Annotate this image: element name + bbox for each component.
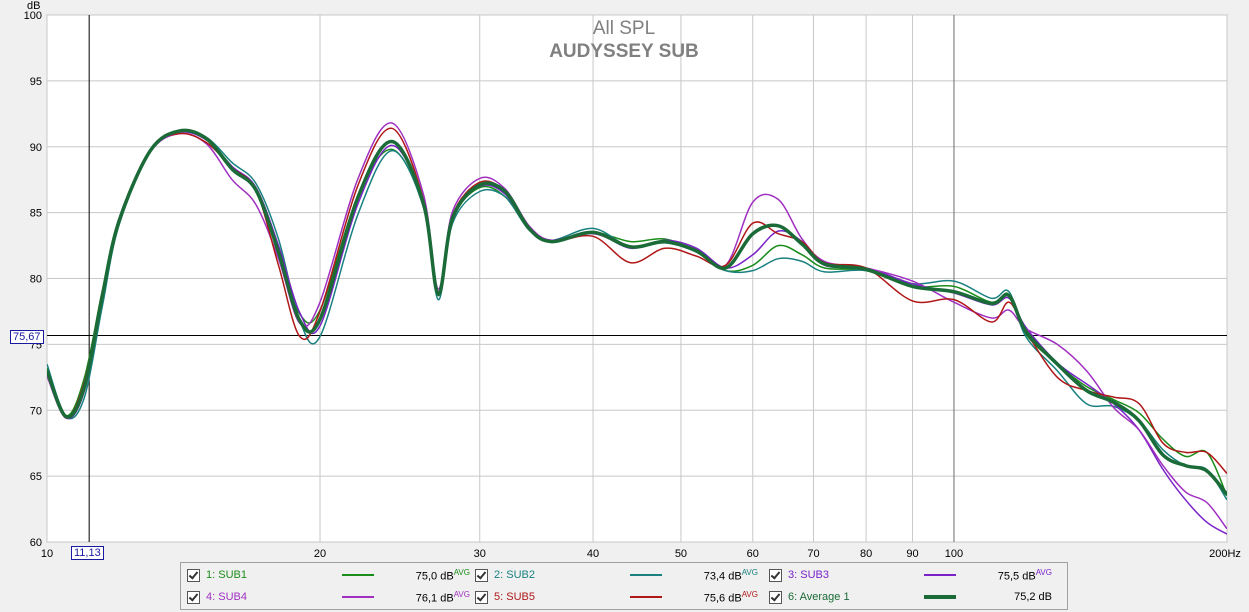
x-tick-label: 20 [314, 548, 326, 560]
y-tick-label: 70 [30, 405, 42, 417]
legend-swatch [924, 574, 956, 576]
legend-checkbox[interactable] [475, 590, 488, 604]
legend-swatch [630, 574, 662, 576]
y-tick-label: 60 [30, 537, 42, 549]
y-tick-label: 95 [30, 76, 42, 88]
legend-item[interactable]: 3: SUB3 75,5 dBAVG [769, 565, 1052, 585]
cursor-x-readout[interactable]: 11,13 [71, 546, 104, 560]
legend-label: 2: SUB2 [494, 569, 535, 581]
legend-item[interactable]: 6: Average 1 75,2 dB [769, 587, 1052, 607]
x-tick-label: 70 [807, 548, 819, 560]
legend-checkbox[interactable] [187, 568, 200, 582]
legend-label: 5: SUB5 [494, 591, 535, 603]
x-tick-label: 80 [860, 548, 872, 560]
legend-swatch [342, 596, 374, 598]
x-tick-label: 90 [906, 548, 918, 560]
x-tick-label: 50 [675, 548, 687, 560]
legend-label: 4: SUB4 [206, 591, 247, 603]
y-tick-label: 65 [30, 471, 42, 483]
x-tick-label: 200Hz [1209, 548, 1241, 560]
legend-item[interactable]: 1: SUB1 75,0 dBAVG [187, 565, 470, 585]
series-line-6 [47, 128, 1227, 496]
legend-value: 75,6 dBAVG [703, 589, 758, 605]
legend-checkbox[interactable] [475, 568, 488, 582]
legend-swatch [342, 574, 374, 576]
legend-value: 75,0 dBAVG [415, 567, 470, 583]
x-tick-label: 30 [474, 548, 486, 560]
legend-swatch [630, 596, 662, 598]
y-axis-label: dB [27, 0, 40, 12]
legend-value: 73,4 dBAVG [703, 567, 758, 583]
legend-label: 1: SUB1 [206, 569, 247, 581]
legend-value: 76,1 dBAVG [415, 589, 470, 605]
legend-label: 3: SUB3 [788, 569, 829, 581]
y-tick-label: 100 [24, 10, 42, 22]
legend-checkbox[interactable] [187, 590, 200, 604]
legend-label: 6: Average 1 [788, 591, 850, 603]
y-tick-label: 90 [30, 142, 42, 154]
legend-swatch [924, 595, 956, 599]
legend-item[interactable]: 4: SUB4 76,1 dBAVG [187, 587, 470, 607]
legend-checkbox[interactable] [769, 590, 782, 604]
legend: 1: SUB1 75,0 dBAVG 2: SUB2 73,4 dBAVG 3: SUB… [180, 562, 1068, 610]
legend-value: 75,5 dBAVG [997, 567, 1052, 583]
x-tick-label: 10 [41, 548, 53, 560]
y-tick-label: 80 [30, 274, 42, 286]
y-tick-label: 85 [30, 208, 42, 220]
x-tick-label: 60 [747, 548, 759, 560]
cursor-y-readout[interactable]: 75,67 [10, 330, 44, 344]
legend-value: 75,2 dB [1014, 591, 1052, 603]
x-tick-label: 100 [945, 548, 963, 560]
chart-title: All SPL [593, 18, 655, 39]
x-tick-label: 40 [587, 548, 599, 560]
legend-item[interactable]: 2: SUB2 73,4 dBAVG [475, 565, 758, 585]
legend-item[interactable]: 5: SUB5 75,6 dBAVG [475, 587, 758, 607]
chart-subtitle: AUDYSSEY SUB [549, 41, 699, 62]
legend-checkbox[interactable] [769, 568, 782, 582]
